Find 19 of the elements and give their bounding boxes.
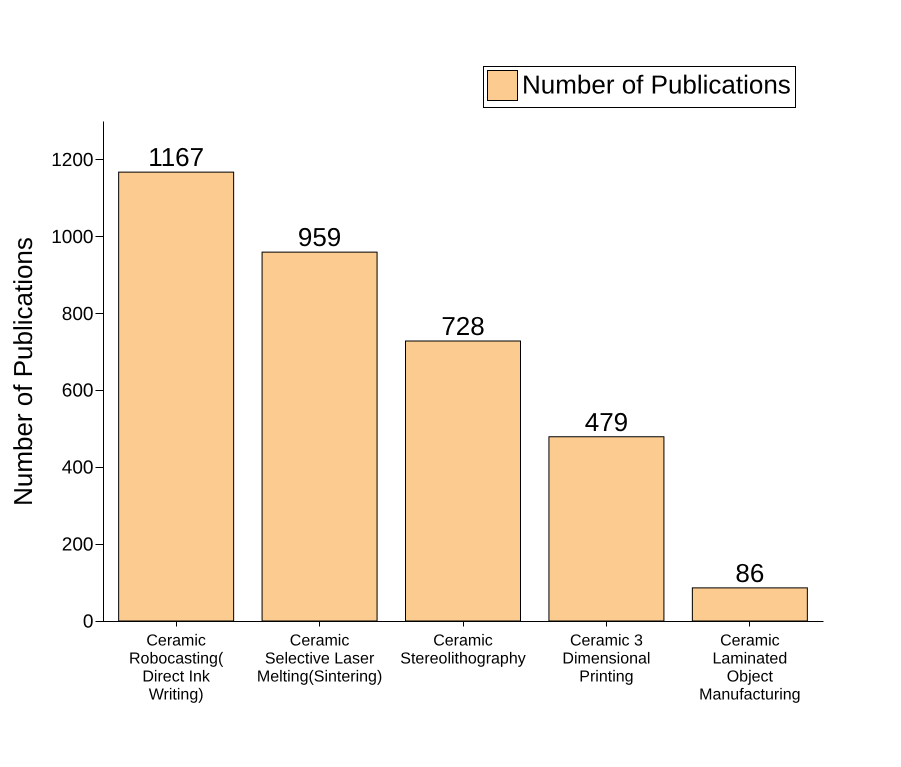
y-tick-label: 800 bbox=[62, 304, 94, 325]
x-tick-label: Ceramic Laminated Object Manufacturing bbox=[699, 632, 801, 704]
y-tick-label: 1200 bbox=[51, 150, 94, 171]
data-label: 479 bbox=[584, 406, 628, 437]
x-tick-label: Ceramic Stereolithography bbox=[400, 632, 526, 668]
y-tick-label: 0 bbox=[82, 612, 94, 632]
y-axis-title: Number of Publications bbox=[8, 237, 38, 506]
x-tick-label: Ceramic 3 Dimensional Printing bbox=[562, 632, 650, 686]
y-tick-label: 200 bbox=[62, 534, 94, 556]
data-label: 728 bbox=[441, 311, 485, 341]
data-label: 86 bbox=[735, 558, 764, 588]
legend-label: Number of Publications bbox=[522, 70, 791, 100]
y-tick-label: 400 bbox=[62, 458, 94, 479]
y-tick-label: 600 bbox=[62, 380, 94, 402]
y-tick-label: 1000 bbox=[51, 226, 94, 248]
x-tick-label: Ceramic Robocasting( Direct Ink Writing) bbox=[129, 632, 224, 704]
data-label: 1167 bbox=[148, 142, 204, 172]
x-tick-label: Ceramic Selective Laser Melting(Sintering) bbox=[256, 632, 382, 686]
data-label: 959 bbox=[298, 222, 342, 252]
